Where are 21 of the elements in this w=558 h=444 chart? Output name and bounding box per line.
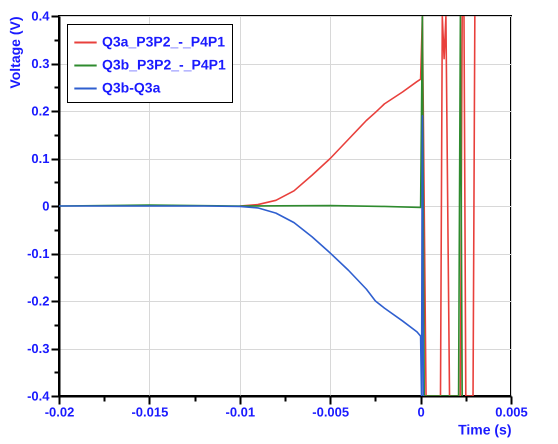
y-tick-label: -0.1 xyxy=(27,246,50,261)
x-tick-label: -0.02 xyxy=(44,404,74,420)
legend-label: Q3b_P3P2_-_P4P1 xyxy=(102,56,226,72)
x-tick-label: 0.005 xyxy=(495,404,528,420)
legend-label: Q3b-Q3a xyxy=(102,80,161,96)
x-tick-label: 0 xyxy=(417,404,425,420)
line-series xyxy=(59,114,424,396)
y-tick-label: 0.1 xyxy=(31,151,50,166)
x-tick-label: -0.015 xyxy=(131,404,168,420)
y-tick-label: 0.2 xyxy=(31,104,50,118)
x-tick-label: -0.005 xyxy=(312,404,350,420)
y-tick-label: 0.4 xyxy=(31,8,50,24)
y-tick-label: -0.4 xyxy=(27,388,50,404)
legend-label: Q3a_P3P2_-_P4P1 xyxy=(102,34,226,50)
x-axis-title: Time (s) xyxy=(458,422,512,438)
y-tick-label: -0.2 xyxy=(27,294,50,308)
y-tick-label: -0.3 xyxy=(27,341,50,356)
y-tick-label: 0 xyxy=(42,198,50,214)
y-tick-label: 0.3 xyxy=(31,56,50,71)
y-axis-title: Voltage (V) xyxy=(7,16,24,89)
x-tick-label: -0.01 xyxy=(225,404,256,420)
